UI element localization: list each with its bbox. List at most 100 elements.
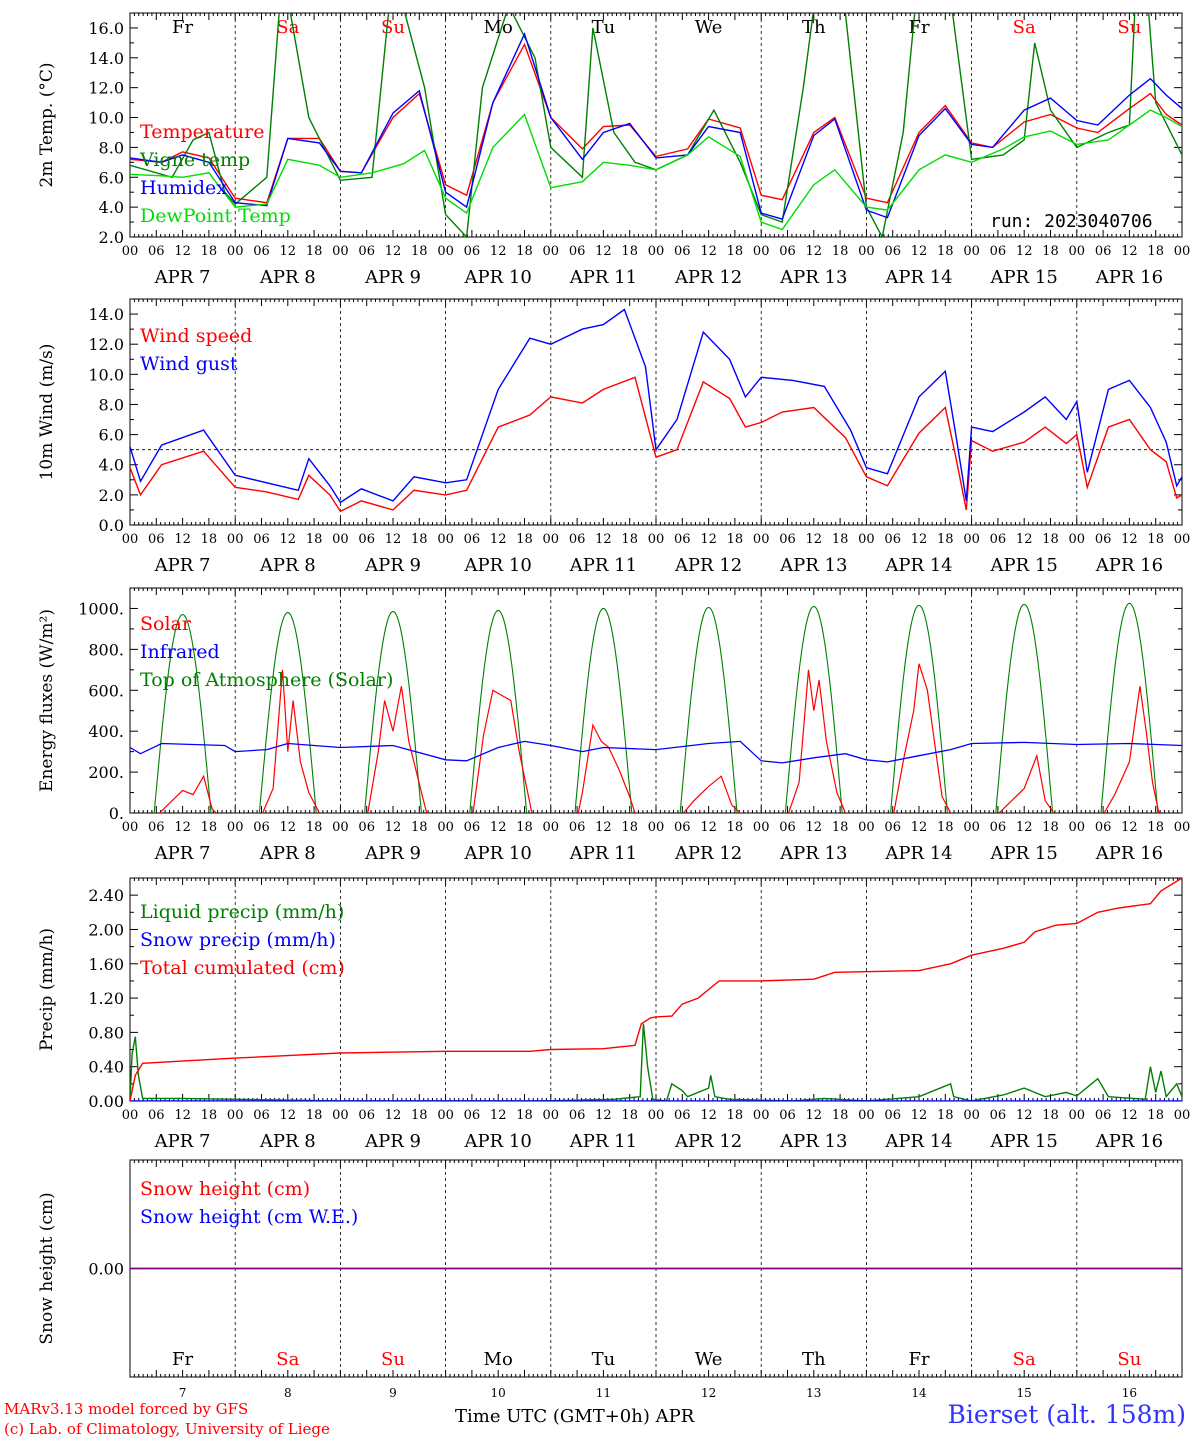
hour-label: 12 [280,244,297,259]
hour-label: 06 [148,820,165,835]
hour-label: 12 [1121,532,1138,547]
hour-label: 00 [122,532,139,547]
hour-label: 00 [332,820,349,835]
hour-label: 12 [595,820,612,835]
day-name-label: Su [1117,17,1141,38]
day-name-label: Fr [908,17,929,38]
day-name-label: Sa [1013,17,1036,38]
y-tick-label: 1000. [78,599,124,618]
y-tick-label: 10.0 [88,365,124,384]
y-tick-label: 12.0 [88,79,124,98]
hour-label: 00 [963,1108,980,1123]
date-label: APR 15 [990,555,1058,576]
hour-label: 18 [1147,1108,1164,1123]
hour-label: 00 [1174,1108,1191,1123]
toa-solar-line [153,614,212,813]
day-name-label: Sa [1013,1349,1036,1370]
legend-entry: Wind speed [140,325,252,347]
hour-label: 06 [779,820,796,835]
hour-label: 00 [437,532,454,547]
day-name-label: Sa [276,1349,299,1370]
hour-label: 06 [1095,244,1112,259]
hour-label: 12 [700,1108,717,1123]
hour-label: 18 [516,820,533,835]
hour-label: 18 [621,820,638,835]
x-axis-title-text: Time UTC (GMT+0h) [455,1406,650,1427]
hour-label: 18 [1042,1108,1059,1123]
hour-label: 06 [674,1108,691,1123]
hour-label: 12 [1016,244,1033,259]
legend-entry: Humidex [140,177,227,199]
y-tick-label: 14.0 [88,305,124,324]
y-tick-label: 16.0 [88,19,124,38]
hour-label: 06 [253,532,270,547]
date-label: APR 13 [779,555,847,576]
day-number-label: 11 [596,1386,611,1400]
y-tick-label: 6.0 [99,426,124,445]
hour-label: 00 [227,1108,244,1123]
hour-label: 06 [464,532,481,547]
hour-label: 12 [806,820,823,835]
date-label: APR 14 [884,555,952,576]
hour-label: 12 [595,532,612,547]
hour-label: 00 [963,820,980,835]
hour-label: 18 [1042,820,1059,835]
liquid-precip-mm-h-line [130,1023,1182,1101]
hour-label: 06 [358,1108,375,1123]
hour-label: 00 [543,244,560,259]
y-axis-label: 10m Wind (m/s) [37,344,57,481]
date-label: APR 12 [674,1131,742,1152]
date-label: APR 14 [884,267,952,288]
wind-speed-line [130,376,1182,513]
date-label: APR 11 [569,1131,637,1152]
solar-line [262,669,320,813]
y-tick-label: 600. [88,681,124,700]
legend-entry: Snow height (cm W.E.) [140,1206,358,1228]
temperature-line [130,42,1182,204]
solar-line [682,775,741,813]
hour-label: 18 [201,244,218,259]
date-label: APR 15 [990,267,1058,288]
date-label: APR 9 [364,267,421,288]
hour-label: 06 [884,820,901,835]
hour-label: 18 [621,244,638,259]
hour-label: 12 [911,820,928,835]
hour-label: 06 [569,532,586,547]
date-label: APR 7 [154,267,211,288]
y-tick-label: 0.00 [88,1260,124,1279]
hour-label: 06 [779,244,796,259]
hour-label: 12 [1121,244,1138,259]
hour-label: 06 [358,820,375,835]
hour-label: 12 [280,1108,297,1123]
legend-entry: Liquid precip (mm/h) [140,901,344,923]
hour-label: 00 [227,820,244,835]
hour-label: 00 [1069,532,1086,547]
hour-label: 12 [806,532,823,547]
total-cumulated-cm-line [130,878,1182,1101]
hour-label: 00 [648,820,665,835]
panel-1: 2.0 4.0 6.0 8.0 10.0 12.0 14.0 16.0 2m Temp. (°C… [37,12,1190,288]
hour-label: 12 [490,532,507,547]
day-name-label: Fr [908,1349,929,1370]
day-name-label: Fr [172,17,193,38]
panel-5: 0.00 Snow height (cm) Fr Sa Su Mo Tu We Th Fr Sa Su… [37,1159,1183,1400]
hour-label: 06 [990,820,1007,835]
hour-label: 18 [1147,532,1164,547]
y-tick-label: 12.0 [88,335,124,354]
hour-label: 00 [753,820,770,835]
y-tick-label: 4.0 [99,456,124,475]
date-label: APR 13 [779,1131,847,1152]
hour-label: 18 [937,532,954,547]
wind-gust-line [130,308,1182,504]
hour-label: 12 [911,1108,928,1123]
panel-4: 0.00 0.40 0.80 1.20 1.60 2.00 2.40 Precip (mm/h… [37,877,1191,1152]
hour-label: 18 [1042,244,1059,259]
hour-label: 00 [227,244,244,259]
hour-label: 00 [1069,1108,1086,1123]
hour-label: 00 [332,532,349,547]
hour-label: 12 [1016,820,1033,835]
hour-label: 18 [727,820,744,835]
hour-label: 06 [464,820,481,835]
legend-entry: Total cumulated (cm) [140,957,345,979]
hour-label: 18 [411,532,428,547]
